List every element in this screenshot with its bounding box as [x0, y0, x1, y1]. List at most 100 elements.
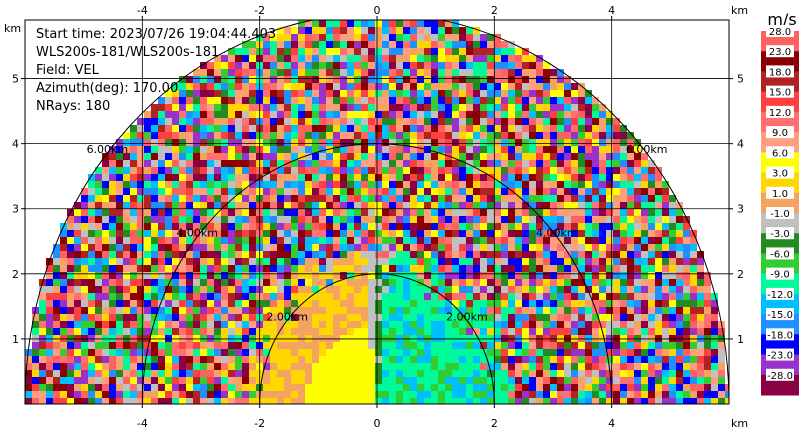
velocity-cell: [711, 321, 718, 328]
velocity-cell: [242, 335, 249, 342]
velocity-cell: [648, 237, 655, 244]
velocity-cell: [165, 216, 172, 223]
velocity-cell: [466, 349, 473, 356]
velocity-cell: [592, 181, 599, 188]
velocity-cell: [627, 398, 634, 404]
velocity-cell: [480, 223, 487, 230]
velocity-cell: [431, 370, 438, 377]
velocity-cell: [347, 27, 354, 34]
velocity-cell: [410, 363, 417, 370]
velocity-cell: [249, 265, 256, 272]
velocity-cell: [333, 279, 340, 286]
velocity-cell: [382, 377, 389, 384]
velocity-cell: [501, 69, 508, 76]
velocity-cell: [634, 391, 641, 398]
velocity-cell: [480, 62, 487, 69]
velocity-cell: [606, 300, 613, 307]
velocity-cell: [669, 230, 676, 237]
velocity-cell: [333, 125, 340, 132]
velocity-cell: [165, 272, 172, 279]
velocity-cell: [214, 160, 221, 167]
velocity-cell: [585, 377, 592, 384]
velocity-cell: [662, 335, 669, 342]
velocity-cell: [480, 34, 487, 41]
velocity-cell: [270, 97, 277, 104]
velocity-cell: [550, 97, 557, 104]
velocity-cell: [655, 321, 662, 328]
velocity-cell: [683, 391, 690, 398]
velocity-cell: [116, 349, 123, 356]
velocity-cell: [228, 223, 235, 230]
velocity-cell: [312, 342, 319, 349]
velocity-cell: [655, 209, 662, 216]
velocity-cell: [347, 335, 354, 342]
velocity-cell: [277, 307, 284, 314]
velocity-cell: [424, 62, 431, 69]
velocity-cell: [445, 293, 452, 300]
velocity-cell: [53, 244, 60, 251]
velocity-cell: [319, 335, 326, 342]
velocity-cell: [200, 195, 207, 202]
velocity-cell: [333, 132, 340, 139]
velocity-cell: [277, 251, 284, 258]
velocity-cell: [417, 342, 424, 349]
velocity-cell: [109, 314, 116, 321]
velocity-cell: [382, 48, 389, 55]
velocity-cell: [298, 76, 305, 83]
velocity-cell: [536, 83, 543, 90]
velocity-cell: [221, 83, 228, 90]
velocity-cell: [403, 20, 410, 27]
x-tick-label-top: 2: [491, 4, 498, 17]
velocity-cell: [200, 349, 207, 356]
velocity-cell: [459, 223, 466, 230]
velocity-cell: [396, 69, 403, 76]
velocity-cell: [340, 244, 347, 251]
velocity-cell: [235, 321, 242, 328]
velocity-cell: [501, 41, 508, 48]
velocity-cell: [102, 342, 109, 349]
velocity-cell: [606, 132, 613, 139]
velocity-cell: [396, 118, 403, 125]
velocity-cell: [312, 370, 319, 377]
velocity-cell: [536, 363, 543, 370]
velocity-cell: [529, 118, 536, 125]
velocity-cell: [550, 370, 557, 377]
velocity-cell: [501, 328, 508, 335]
velocity-cell: [165, 139, 172, 146]
velocity-cell: [452, 90, 459, 97]
velocity-cell: [158, 111, 165, 118]
velocity-cell: [466, 258, 473, 265]
velocity-cell: [298, 111, 305, 118]
velocity-cell: [179, 370, 186, 377]
velocity-cell: [641, 174, 648, 181]
velocity-cell: [480, 83, 487, 90]
velocity-cell: [263, 188, 270, 195]
velocity-cell: [312, 62, 319, 69]
velocity-cell: [249, 104, 256, 111]
velocity-cell: [368, 139, 375, 146]
velocity-cell: [319, 97, 326, 104]
velocity-cell: [319, 167, 326, 174]
velocity-cell: [676, 300, 683, 307]
velocity-cell: [137, 167, 144, 174]
velocity-cell: [333, 272, 340, 279]
velocity-cell: [270, 349, 277, 356]
velocity-cell: [319, 293, 326, 300]
velocity-cell: [347, 377, 354, 384]
velocity-cell: [592, 265, 599, 272]
velocity-cell: [382, 363, 389, 370]
velocity-cell: [235, 384, 242, 391]
velocity-cell: [200, 272, 207, 279]
velocity-cell: [571, 349, 578, 356]
velocity-cell: [347, 328, 354, 335]
velocity-cell: [599, 279, 606, 286]
velocity-cell: [277, 272, 284, 279]
velocity-cell: [102, 300, 109, 307]
velocity-cell: [277, 55, 284, 62]
velocity-cell: [459, 69, 466, 76]
velocity-cell: [291, 48, 298, 55]
velocity-cell: [571, 293, 578, 300]
velocity-cell: [564, 223, 571, 230]
velocity-cell: [95, 167, 102, 174]
velocity-cell: [116, 391, 123, 398]
